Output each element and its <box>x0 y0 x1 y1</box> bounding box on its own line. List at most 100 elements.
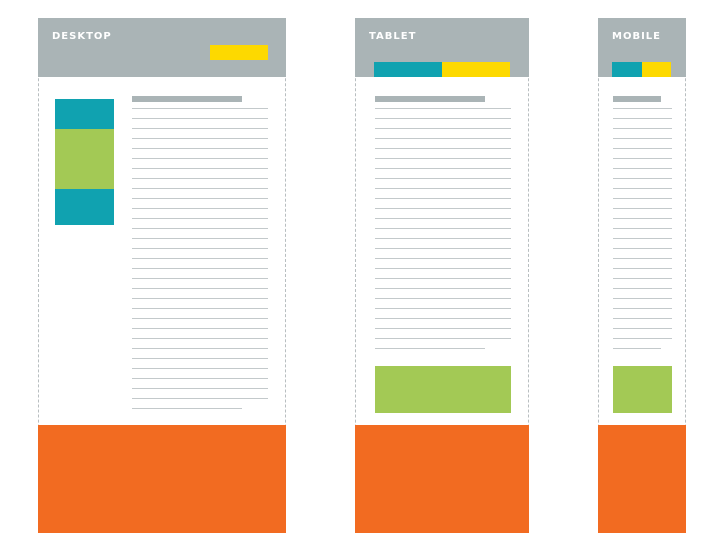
mobile-header: MOBILE <box>598 18 686 77</box>
tablet-text-line <box>375 138 511 139</box>
tablet-text-line <box>375 158 511 159</box>
mobile-text-line <box>613 198 672 199</box>
tablet-text-line <box>375 118 511 119</box>
desktop-text-line <box>132 238 268 239</box>
desktop-text-line <box>132 248 268 249</box>
desktop-text-line <box>132 298 268 299</box>
tablet-text-line <box>375 208 511 209</box>
tablet-text-line <box>375 298 511 299</box>
desktop-text-line <box>132 318 268 319</box>
mobile-text-line <box>613 248 672 249</box>
tablet-frame: TABLET <box>355 18 529 533</box>
desktop-text-line <box>132 338 268 339</box>
mobile-green-block <box>613 366 672 413</box>
desktop-text-line <box>132 178 268 179</box>
mobile-text-line <box>613 178 672 179</box>
tablet-text-line <box>375 278 511 279</box>
tablet-text-line <box>375 348 485 349</box>
desktop-footer <box>38 425 286 533</box>
desktop-text-line <box>132 368 268 369</box>
tablet-label: TABLET <box>369 31 417 42</box>
desktop-text-line <box>132 408 242 409</box>
desktop-frame: DESKTOP <box>38 18 286 533</box>
mobile-text-line <box>613 228 672 229</box>
tablet-text-line <box>375 328 511 329</box>
desktop-nav-block <box>210 45 268 60</box>
desktop-text-line <box>132 158 268 159</box>
desktop-text-line <box>132 168 268 169</box>
desktop-text-line <box>132 278 268 279</box>
mobile-text-line <box>613 158 672 159</box>
mobile-text-line <box>613 278 672 279</box>
desktop-text-line <box>132 268 268 269</box>
tablet-text-line <box>375 108 511 109</box>
tablet-text-line <box>375 318 511 319</box>
desktop-sidebar-bottom <box>55 189 114 225</box>
tablet-text-line <box>375 148 511 149</box>
desktop-content-title <box>132 96 242 102</box>
desktop-text-line <box>132 188 268 189</box>
tablet-text-line <box>375 258 511 259</box>
mobile-text-line <box>613 318 672 319</box>
tablet-text-line <box>375 338 511 339</box>
desktop-label: DESKTOP <box>52 31 112 42</box>
tablet-text-line <box>375 218 511 219</box>
mobile-text-line <box>613 108 672 109</box>
tablet-header: TABLET <box>355 18 529 77</box>
desktop-text-line <box>132 208 268 209</box>
mobile-text-line <box>613 208 672 209</box>
tablet-nav-yellow <box>442 62 510 77</box>
desktop-text-line <box>132 108 268 109</box>
tablet-green-block <box>375 366 511 413</box>
mobile-text-line <box>613 168 672 169</box>
desktop-text-line <box>132 388 268 389</box>
tablet-text-line <box>375 198 511 199</box>
desktop-text-line <box>132 148 268 149</box>
mobile-text-line <box>613 268 672 269</box>
tablet-footer <box>355 425 529 533</box>
tablet-text-line <box>375 308 511 309</box>
tablet-text-line <box>375 228 511 229</box>
tablet-text-line <box>375 248 511 249</box>
mobile-text-line <box>613 138 672 139</box>
desktop-text-line <box>132 308 268 309</box>
desktop-text-line <box>132 198 268 199</box>
desktop-text-line <box>132 378 268 379</box>
mobile-text-line <box>613 258 672 259</box>
mobile-text-line <box>613 348 661 349</box>
mobile-text-line <box>613 288 672 289</box>
mobile-text-line <box>613 118 672 119</box>
desktop-text-line <box>132 228 268 229</box>
mobile-text-line <box>613 148 672 149</box>
desktop-text-line <box>132 348 268 349</box>
mobile-text-line <box>613 338 672 339</box>
mobile-content-title <box>613 96 661 102</box>
desktop-text-line <box>132 288 268 289</box>
tablet-text-line <box>375 128 511 129</box>
tablet-nav-teal <box>374 62 442 77</box>
desktop-sidebar-middle <box>55 129 114 189</box>
tablet-text-line <box>375 238 511 239</box>
desktop-sidebar-top <box>55 99 114 129</box>
mobile-text-line <box>613 328 672 329</box>
desktop-text-line <box>132 258 268 259</box>
mobile-frame: MOBILE <box>598 18 686 533</box>
desktop-text-line <box>132 358 268 359</box>
tablet-text-line <box>375 168 511 169</box>
mobile-text-line <box>613 298 672 299</box>
tablet-text-line <box>375 288 511 289</box>
desktop-header: DESKTOP <box>38 18 286 77</box>
desktop-text-line <box>132 138 268 139</box>
mobile-text-line <box>613 238 672 239</box>
mobile-footer <box>598 425 686 533</box>
mobile-text-line <box>613 188 672 189</box>
desktop-text-line <box>132 398 268 399</box>
desktop-text-line <box>132 218 268 219</box>
tablet-text-line <box>375 178 511 179</box>
desktop-text-line <box>132 328 268 329</box>
desktop-text-line <box>132 118 268 119</box>
tablet-content-title <box>375 96 485 102</box>
mobile-nav-yellow <box>642 62 671 77</box>
mobile-text-line <box>613 308 672 309</box>
mobile-nav-teal <box>612 62 642 77</box>
